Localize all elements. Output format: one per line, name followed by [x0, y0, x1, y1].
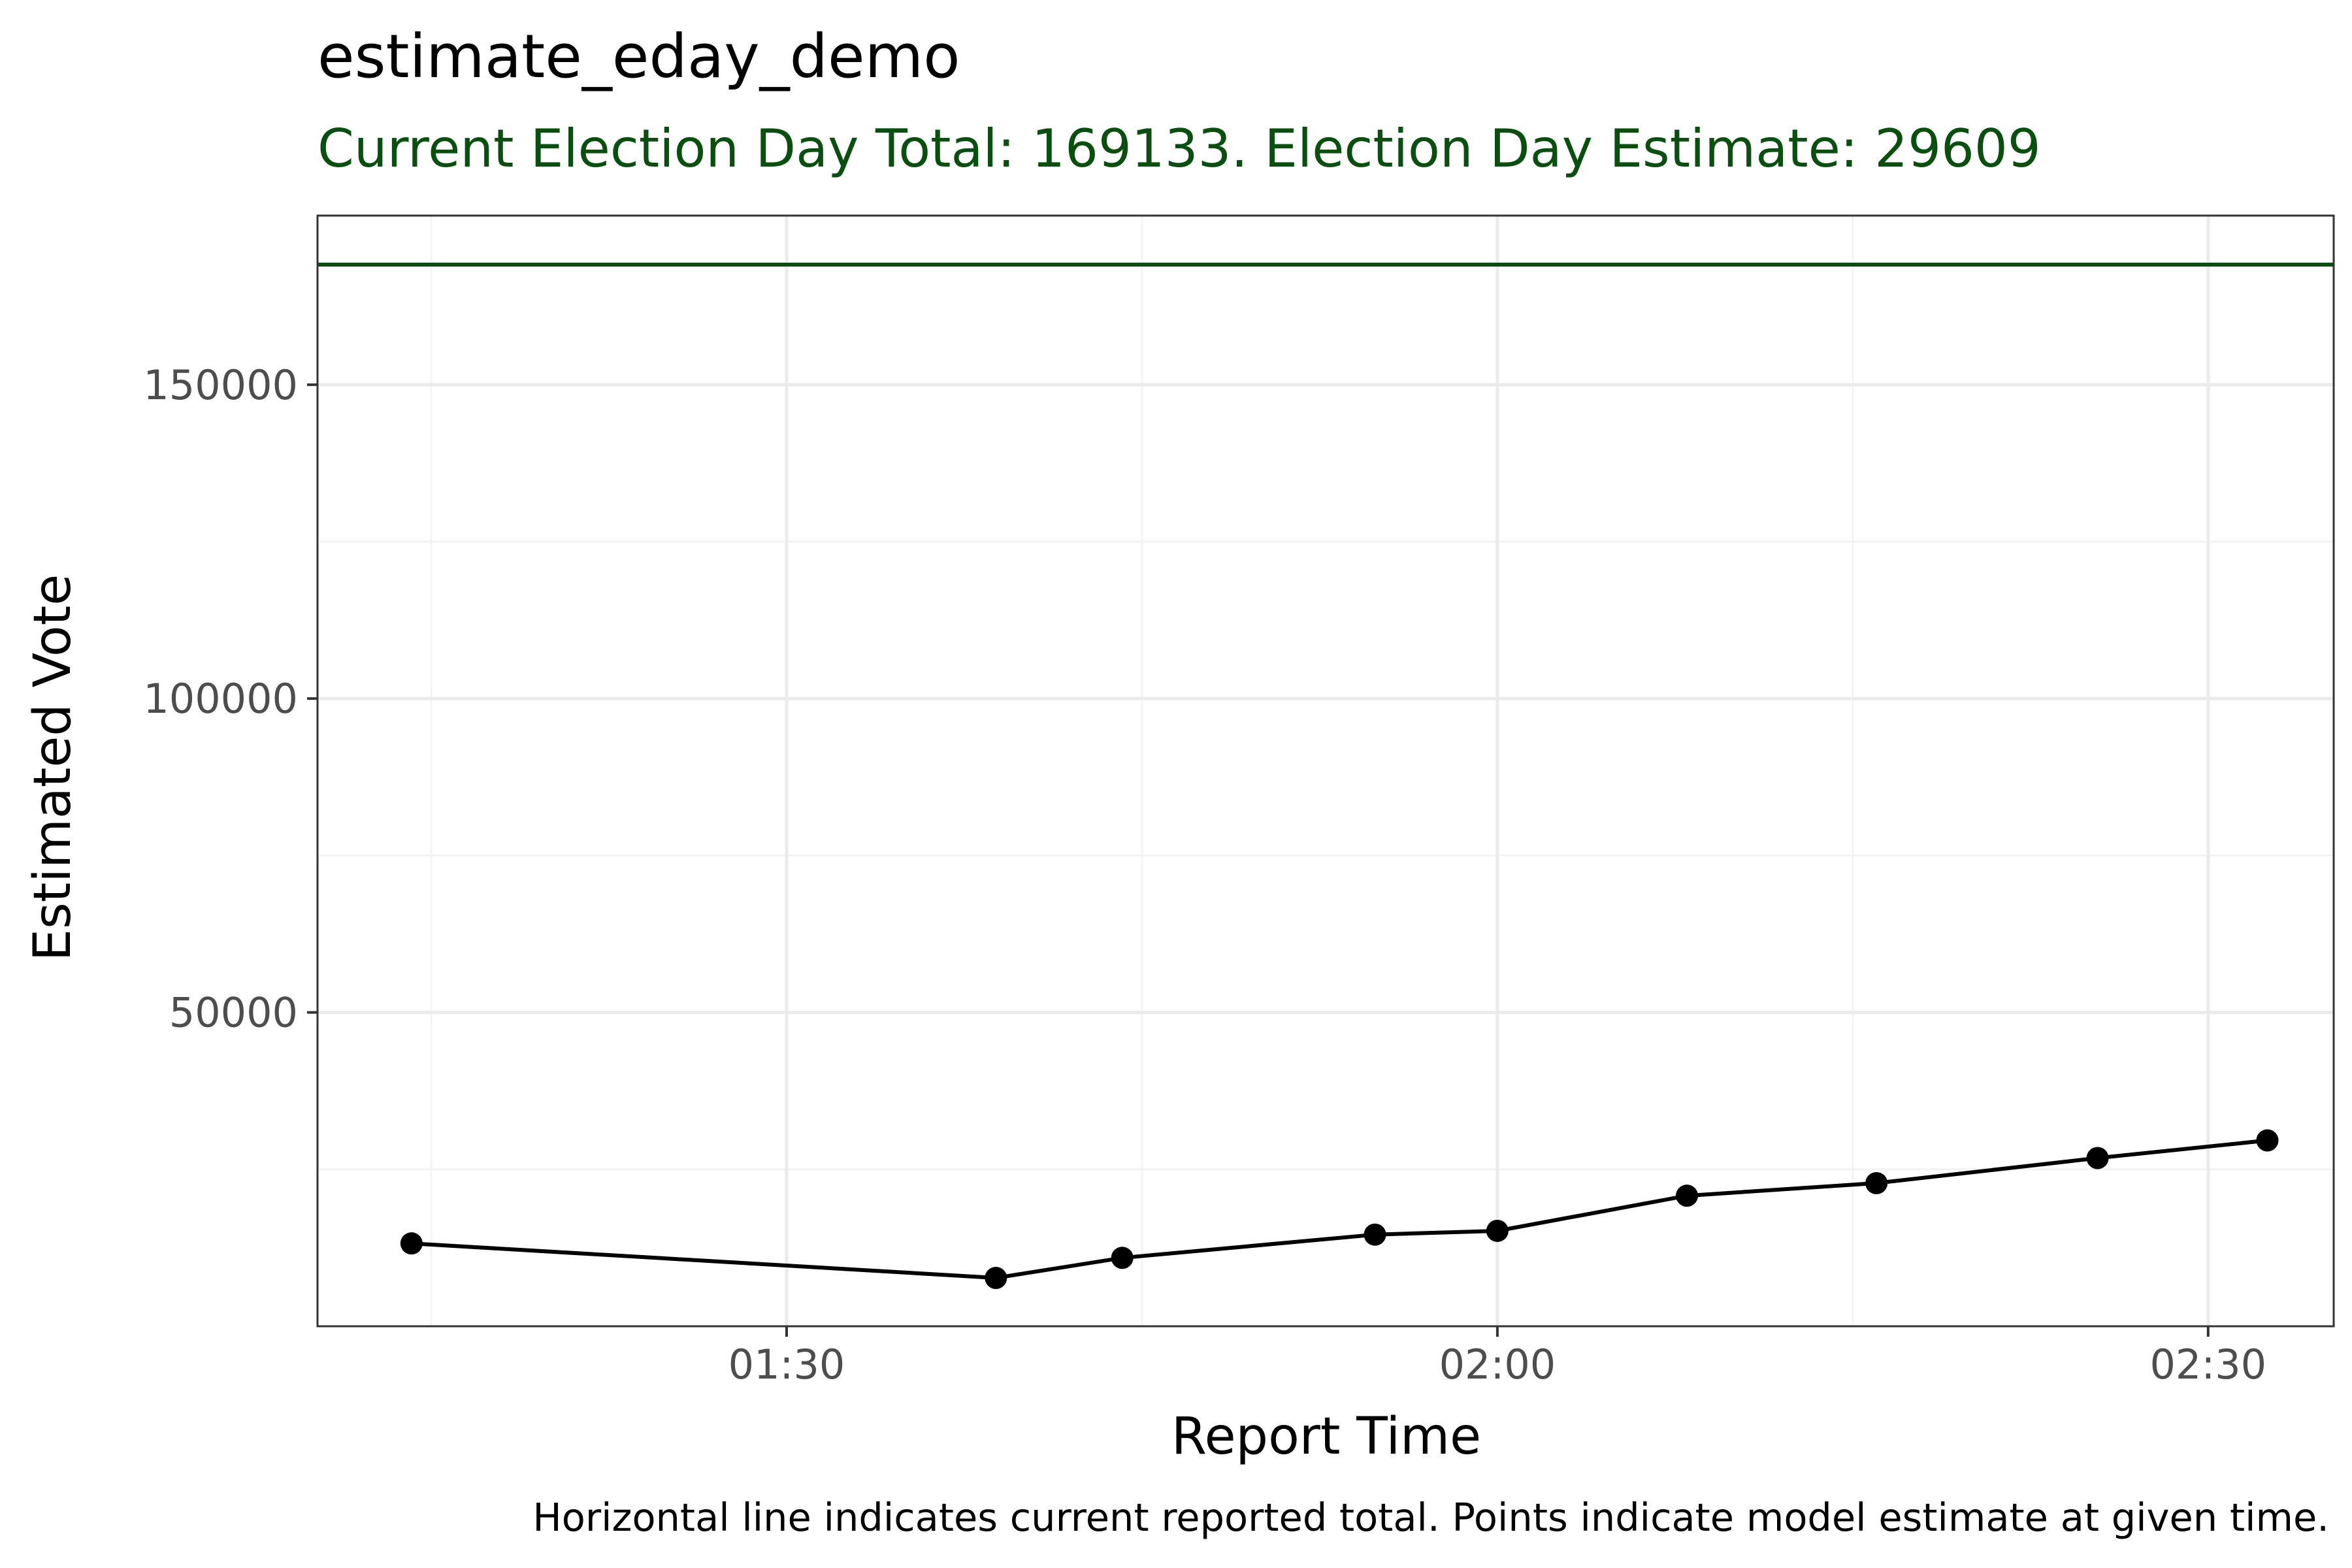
- plot-panel-border: [316, 214, 2335, 1328]
- chart-caption: Horizontal line indicates current report…: [532, 1495, 2329, 1540]
- estimate-point: [1111, 1247, 1134, 1269]
- y-axis-title: Estimated Vote: [24, 574, 82, 961]
- x-tick-label: 02:30: [2149, 1341, 2266, 1388]
- estimate-point: [1865, 1171, 1888, 1194]
- estimate-point: [1676, 1184, 1699, 1207]
- chart-subtitle: Current Election Day Total: 169133. Elec…: [318, 118, 2041, 179]
- estimate-point: [2086, 1147, 2109, 1169]
- estimate-point: [985, 1267, 1007, 1290]
- estimate-point: [2256, 1129, 2279, 1152]
- plot-panel: [318, 216, 2334, 1326]
- x-tick-label: 02:00: [1439, 1341, 1556, 1388]
- y-tick-label: 50000: [169, 989, 298, 1037]
- axes: 01:30 02:00 02:30 50000 100000 150000: [143, 361, 2266, 1388]
- x-axis-title: Report Time: [1171, 1407, 1481, 1466]
- series-layer: [400, 1129, 2279, 1290]
- estimate-point: [400, 1232, 423, 1255]
- x-tick-label: 01:30: [728, 1341, 845, 1388]
- chart-title: estimate_eday_demo: [318, 22, 960, 91]
- grid: [318, 216, 2334, 1326]
- y-tick-label: 150000: [143, 361, 298, 409]
- estimate-point: [1486, 1219, 1509, 1242]
- estimate-point: [1364, 1223, 1386, 1246]
- y-tick-label: 100000: [143, 675, 298, 723]
